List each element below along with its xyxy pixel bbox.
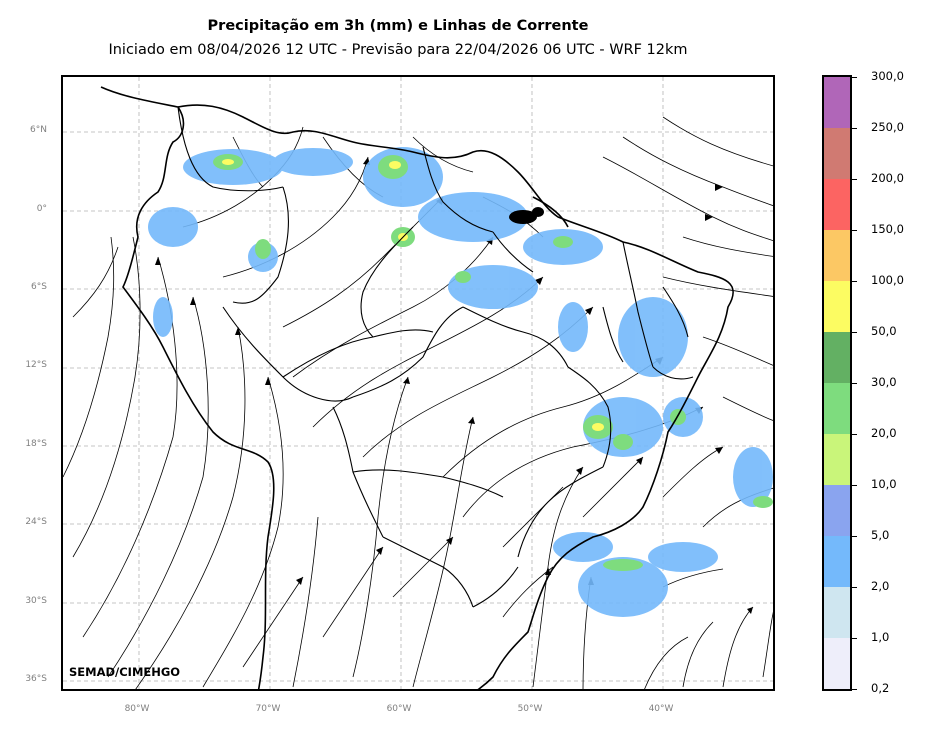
- colorbar-tick: [852, 536, 857, 537]
- colorbar-segment: [824, 485, 850, 536]
- colorbar-tick: [852, 638, 857, 639]
- lat-label: 24°S: [25, 517, 47, 527]
- colorbar-segment: [824, 383, 850, 434]
- colorbar-tick: [852, 281, 857, 282]
- borders: [177, 106, 694, 608]
- colorbar-tick: [852, 485, 857, 486]
- lat-label: 0°: [36, 204, 47, 214]
- map-canvas: [63, 77, 773, 689]
- lon-label: 60°W: [386, 704, 412, 714]
- colorbar-label: 2,0: [871, 579, 890, 593]
- colorbar-label: 250,0: [871, 120, 904, 134]
- colorbar-label: 10,0: [871, 477, 897, 491]
- colorbar-segment: [824, 230, 850, 281]
- lon-label: 80°W: [124, 704, 150, 714]
- lon-label: 70°W: [255, 704, 281, 714]
- colorbar-tick: [852, 383, 857, 384]
- lon-label: 40°W: [648, 704, 674, 714]
- colorbar-label: 50,0: [871, 324, 897, 338]
- lat-label: 6°N: [30, 125, 47, 135]
- colorbar-tick: [852, 128, 857, 129]
- colorbar-label: 200,0: [871, 171, 904, 185]
- colorbar-tick: [852, 179, 857, 180]
- colorbar-segment: [824, 179, 850, 230]
- colorbar-label: 30,0: [871, 375, 897, 389]
- colorbar-label: 300,0: [871, 69, 904, 83]
- colorbar-tick: [852, 689, 857, 690]
- lon-label: 50°W: [517, 704, 543, 714]
- amazon-delta: [509, 207, 544, 224]
- lat-label: 6°S: [31, 282, 47, 292]
- credit-label: SEMAD/CIMEHGO: [69, 665, 181, 679]
- colorbar-segment: [824, 536, 850, 587]
- map-subtitle: Iniciado em 08/04/2026 12 UTC - Previsão…: [108, 42, 688, 58]
- colorbar-label: 0,2: [871, 681, 890, 695]
- lat-label: 12°S: [25, 360, 47, 370]
- colorbar-segment: [824, 587, 850, 638]
- colorbar-label: 150,0: [871, 222, 904, 236]
- colorbar-tick: [852, 77, 857, 78]
- colorbar-label: 5,0: [871, 528, 890, 542]
- colorbar-segment: [824, 638, 850, 689]
- colorbar-label: 100,0: [871, 273, 904, 287]
- colorbar-segment: [824, 77, 850, 128]
- colorbar: [822, 75, 852, 691]
- colorbar-tick: [852, 332, 857, 333]
- precipitation: [148, 147, 773, 617]
- colorbar-segment: [824, 128, 850, 179]
- lat-label: 18°S: [25, 439, 47, 449]
- colorbar-tick: [852, 587, 857, 588]
- colorbar-label: 20,0: [871, 426, 897, 440]
- map-panel: SEMAD/CIMEHGO: [61, 75, 775, 691]
- colorbar-tick: [852, 230, 857, 231]
- map-title: Precipitação em 3h (mm) e Linhas de Corr…: [207, 18, 589, 34]
- lat-label: 36°S: [25, 674, 47, 684]
- colorbar-label: 1,0: [871, 630, 890, 644]
- colorbar-tick: [852, 434, 857, 435]
- colorbar-segment: [824, 281, 850, 332]
- colorbar-segment: [824, 332, 850, 383]
- coastline: [100, 86, 734, 689]
- colorbar-segment: [824, 434, 850, 485]
- lat-label: 30°S: [25, 596, 47, 606]
